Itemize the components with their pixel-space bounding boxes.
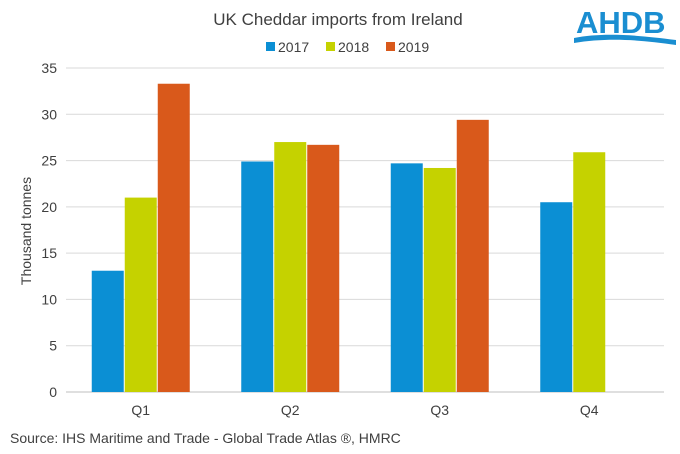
legend-swatch-2017 (266, 42, 275, 51)
logo-text: AHDB (576, 5, 666, 40)
bar-2019-q2 (307, 144, 340, 392)
bar-2017-q3 (390, 163, 423, 392)
x-tick-label: Q3 (430, 402, 449, 418)
y-tick-label: 5 (49, 338, 57, 354)
y-axis-label: Thousand tonnes (18, 177, 34, 285)
x-tick-label: Q2 (281, 402, 300, 418)
y-tick-label: 10 (41, 291, 57, 307)
bar-2017-q1 (91, 270, 124, 392)
chart-bars (91, 83, 606, 392)
bar-2019-q3 (456, 119, 489, 392)
y-tick-label: 0 (49, 384, 57, 400)
y-tick-label: 25 (41, 153, 57, 169)
legend-swatch-2018 (326, 42, 335, 51)
bar-2017-q2 (241, 161, 274, 392)
x-tick-label: Q4 (580, 402, 599, 418)
source-note: Source: IHS Maritime and Trade - Global … (10, 430, 401, 446)
x-axis-ticks: Q1 Q2 Q3 Q4 (131, 402, 598, 418)
legend-label-2017: 2017 (278, 39, 309, 55)
bar-2018-q4 (573, 152, 606, 392)
legend-swatch-2019 (386, 42, 395, 51)
y-tick-label: 30 (41, 106, 57, 122)
legend-label-2019: 2019 (398, 39, 429, 55)
chart-legend: 2017 2018 2019 (266, 39, 429, 55)
chart-title: UK Cheddar imports from Ireland (213, 10, 462, 29)
x-tick-label: Q1 (131, 402, 150, 418)
bar-2018-q2 (274, 142, 307, 392)
y-axis-ticks: 0 5 10 15 20 25 30 35 (41, 60, 57, 400)
y-tick-label: 35 (41, 60, 57, 76)
y-tick-label: 15 (41, 245, 57, 261)
ahdb-logo: AHDB (574, 5, 676, 45)
y-tick-label: 20 (41, 199, 57, 215)
bar-2018-q3 (423, 167, 456, 392)
bar-2017-q4 (540, 202, 573, 392)
bar-2018-q1 (124, 197, 157, 392)
legend-label-2018: 2018 (338, 39, 369, 55)
bar-2019-q1 (157, 83, 190, 392)
